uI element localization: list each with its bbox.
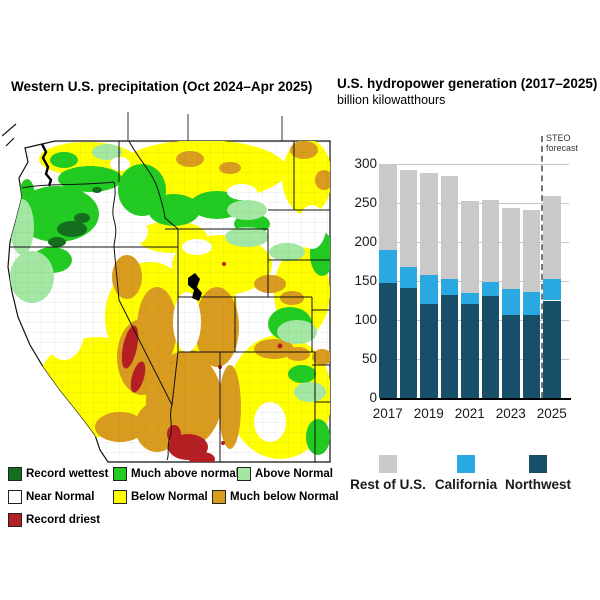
bar-2025-rest-of-u-s (543, 195, 561, 279)
chart-legend-item-northwest: Northwest (493, 455, 583, 492)
rest-of-us-swatch (379, 455, 397, 473)
above-normal-swatch (237, 467, 251, 481)
bar-2020-northwest (440, 295, 458, 398)
bar-2024-rest-of-u-s (522, 210, 540, 292)
chart-legend-label: Northwest (504, 477, 571, 492)
vancouver-island-coast (1, 123, 17, 147)
bar-2018-northwest (399, 288, 417, 398)
map-legend-label: Much above normal (131, 468, 239, 480)
x-axis-label-2019: 2019 (413, 406, 444, 421)
chart-legend-item-california: California (421, 455, 511, 492)
steo-forecast-line1: STEO (546, 133, 571, 143)
record-wettest-swatch (8, 467, 22, 481)
map-legend-label: Record driest (26, 514, 101, 526)
map-legend-item-record-wettest: Record wettest (8, 467, 108, 481)
y-axis-tick-150: 150 (354, 273, 377, 288)
precipitation-map (1, 102, 334, 464)
bar-2023-rest-of-u-s (502, 207, 520, 289)
map-legend-label: Much below Normal (230, 491, 339, 503)
x-axis-label-2021: 2021 (454, 406, 485, 421)
map-legend-label: Near Normal (26, 491, 95, 503)
map-title: Western U.S. precipitation (Oct 2024–Apr… (11, 79, 313, 94)
california-swatch (457, 455, 475, 473)
bar-2019-california (420, 274, 438, 304)
much-below-normal-swatch (212, 490, 226, 504)
x-axis-label-2023: 2023 (495, 406, 526, 421)
map-legend-item-record-driest: Record driest (8, 513, 100, 527)
chart-legend-item-rest-of-us: Rest of U.S. (343, 455, 433, 492)
steo-forecast-label: STEO forecast (546, 133, 578, 153)
division-borders-texture (8, 141, 330, 462)
precipitation-map-svg (1, 112, 331, 463)
much-above-normal-swatch (113, 467, 127, 481)
y-axis-tick-100: 100 (354, 312, 377, 327)
x-axis-label-2017: 2017 (372, 406, 403, 421)
map-legend-item-below-normal: Below Normal (113, 490, 208, 504)
map-legend-label: Record wettest (26, 468, 109, 480)
northwest-swatch (529, 455, 547, 473)
chart-title: U.S. hydropower generation (2017–2025) (337, 76, 598, 91)
bar-2019-northwest (420, 303, 438, 398)
map-legend-item-above-normal: Above Normal (237, 467, 333, 481)
gridline-300 (381, 164, 569, 165)
bar-2020-rest-of-u-s (440, 175, 458, 279)
y-axis-tick-0: 0 (369, 390, 377, 405)
map-legend-item-much-above-normal: Much above normal (113, 467, 239, 481)
puget-sound (40, 143, 53, 187)
graticule-marks (127, 112, 283, 141)
bar-2021-northwest (461, 304, 479, 398)
bar-2017-northwest (379, 283, 397, 398)
x-axis-line (380, 398, 571, 400)
y-axis-tick-200: 200 (354, 234, 377, 249)
bar-2023-california (502, 288, 520, 315)
bar-2017-rest-of-u-s (379, 164, 397, 250)
bar-2019-rest-of-u-s (420, 173, 438, 275)
bar-2022-california (481, 281, 499, 296)
map-legend-label: Above Normal (255, 468, 333, 480)
bar-2024-california (522, 291, 540, 316)
map-legend-label: Below Normal (131, 491, 208, 503)
bar-2024-northwest (522, 315, 540, 398)
x-axis-label-2025: 2025 (536, 406, 567, 421)
bar-2022-rest-of-u-s (481, 199, 499, 282)
bar-2017-california (379, 249, 397, 284)
record-driest-swatch (8, 513, 22, 527)
bar-2023-northwest (502, 314, 520, 398)
hydropower-bar-chart: STEO forecast 0 50 100 150 200 250 300 2017 2019… (335, 100, 600, 440)
chart-legend-label: California (434, 477, 498, 492)
bar-2025-northwest (543, 300, 561, 398)
chart-subtitle: billion kilowatthours (337, 93, 446, 107)
forecast-dashed-line (541, 136, 543, 398)
bar-2022-northwest (481, 295, 499, 398)
y-axis-tick-250: 250 (354, 195, 377, 210)
below-normal-swatch (113, 490, 127, 504)
bar-2025-california (543, 278, 561, 301)
bar-2021-rest-of-u-s (461, 201, 479, 294)
map-legend-item-near-normal: Near Normal (8, 490, 94, 504)
bar-2020-california (440, 278, 458, 296)
y-axis-tick-50: 50 (361, 351, 377, 366)
bar-2018-rest-of-u-s (399, 170, 417, 267)
chart-legend-label: Rest of U.S. (350, 477, 426, 492)
steo-forecast-line2: forecast (546, 143, 579, 153)
precipitation-shading (8, 141, 330, 462)
great-salt-lake (188, 273, 202, 301)
bar-2018-california (399, 266, 417, 288)
state-borders (9, 140, 330, 462)
map-legend-item-much-below-normal: Much below Normal (212, 490, 339, 504)
y-axis-tick-300: 300 (354, 156, 377, 171)
bar-2021-california (461, 293, 479, 305)
near-normal-swatch (8, 490, 22, 504)
